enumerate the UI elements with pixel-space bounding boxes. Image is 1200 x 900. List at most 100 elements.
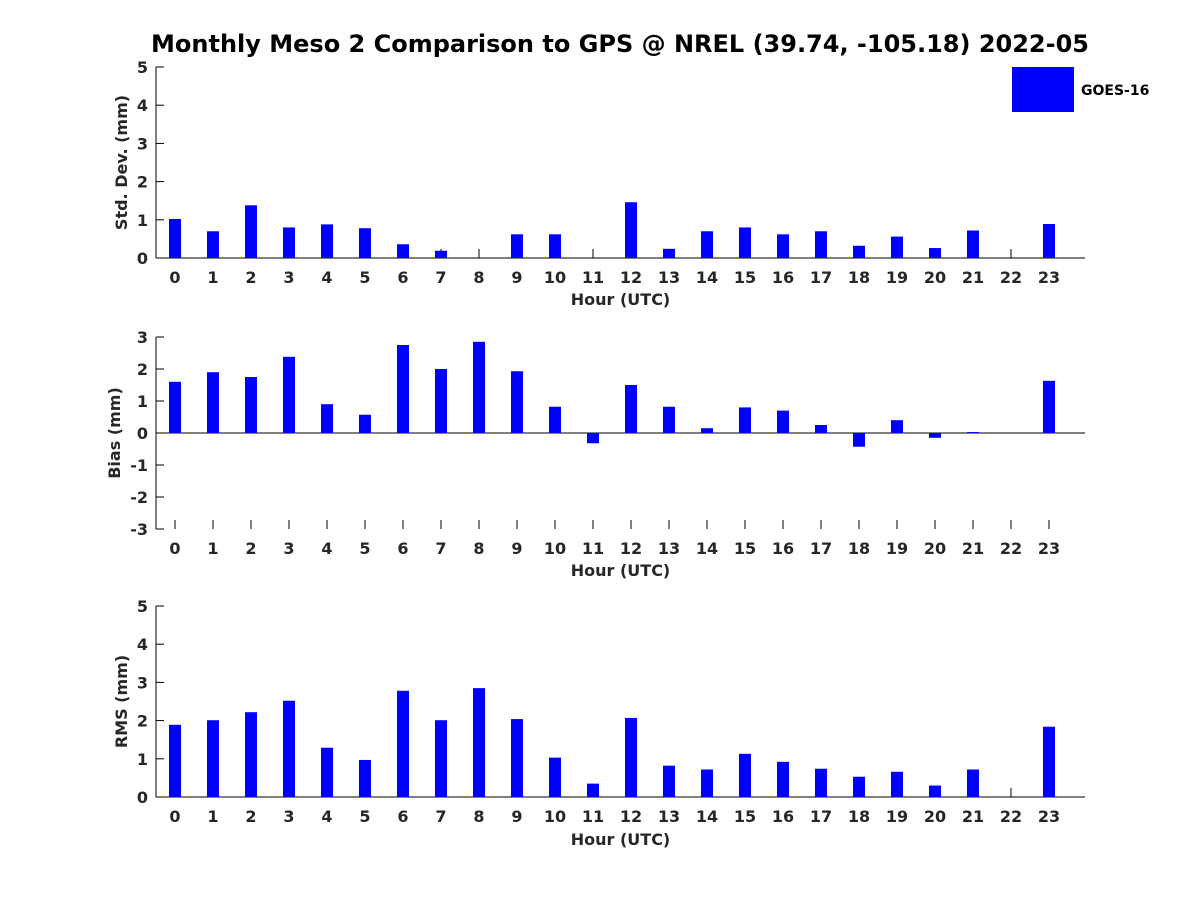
x-axis-label: Hour (UTC): [571, 290, 671, 309]
x-tick-label: 20: [924, 268, 946, 287]
y-tick-label: -1: [130, 456, 148, 475]
bar-hour-3: [283, 700, 295, 797]
bar-hour-23: [1043, 380, 1055, 433]
x-tick-label: 10: [544, 807, 566, 826]
x-tick-label: 6: [397, 539, 408, 558]
x-tick-label: 21: [962, 539, 984, 558]
bar-hour-5: [359, 228, 371, 258]
bar-hour-21: [967, 230, 979, 258]
bar-hour-6: [397, 690, 409, 797]
y-tick-label: 2: [137, 360, 148, 379]
x-tick-label: 5: [359, 539, 370, 558]
x-tick-label: 15: [734, 807, 756, 826]
bar-hour-19: [891, 771, 903, 797]
bar-hour-8: [473, 688, 485, 797]
x-tick-label: 3: [283, 539, 294, 558]
x-tick-label: 13: [658, 539, 680, 558]
y-tick-label: 2: [137, 173, 148, 192]
bar-hour-10: [549, 757, 561, 797]
x-tick-label: 9: [511, 268, 522, 287]
x-tick-label: 0: [169, 268, 180, 287]
x-tick-label: 18: [848, 268, 870, 287]
y-tick-label: 3: [137, 328, 148, 347]
y-axis-label: Bias (mm): [105, 387, 124, 479]
x-tick-label: 0: [169, 807, 180, 826]
y-tick-label: 0: [137, 249, 148, 268]
x-tick-label: 9: [511, 807, 522, 826]
bar-hour-7: [435, 369, 447, 433]
bar-hour-2: [245, 205, 257, 258]
y-tick-label: 0: [137, 788, 148, 807]
bar-hour-15: [739, 753, 751, 797]
x-tick-label: 8: [473, 268, 484, 287]
legend-label: GOES-16: [1081, 83, 1149, 99]
x-tick-label: 8: [473, 807, 484, 826]
x-tick-label: 16: [772, 268, 794, 287]
bar-hour-9: [511, 234, 523, 258]
x-tick-label: 21: [962, 268, 984, 287]
x-tick-label: 17: [810, 807, 832, 826]
x-tick-label: 4: [321, 807, 332, 826]
bar-hour-2: [245, 712, 257, 797]
x-tick-label: 1: [207, 268, 218, 287]
x-tick-label: 19: [886, 807, 908, 826]
x-tick-label: 14: [696, 807, 718, 826]
bar-hour-23: [1043, 726, 1055, 797]
x-tick-label: 20: [924, 807, 946, 826]
x-tick-label: 10: [544, 539, 566, 558]
x-tick-label: 11: [582, 268, 604, 287]
bar-hour-4: [321, 404, 333, 433]
bar-hour-13: [663, 406, 675, 433]
y-tick-label: -2: [130, 488, 148, 507]
bar-hour-19: [891, 236, 903, 258]
bar-hour-13: [663, 248, 675, 258]
x-tick-label: 10: [544, 268, 566, 287]
x-tick-label: 23: [1038, 539, 1060, 558]
y-tick-label: 3: [137, 134, 148, 153]
x-tick-label: 1: [207, 807, 218, 826]
bar-hour-20: [929, 785, 941, 797]
x-tick-label: 12: [620, 268, 642, 287]
bar-hour-1: [207, 720, 219, 797]
bar-hour-11: [587, 783, 599, 797]
figure-title: Monthly Meso 2 Comparison to GPS @ NREL …: [151, 30, 1089, 58]
y-tick-label: 5: [137, 597, 148, 616]
bar-hour-12: [625, 717, 637, 797]
x-tick-label: 18: [848, 807, 870, 826]
y-tick-label: 3: [137, 673, 148, 692]
bar-hour-21: [967, 432, 979, 433]
y-tick-label: 0: [137, 424, 148, 443]
bar-hour-3: [283, 356, 295, 433]
x-tick-label: 7: [435, 268, 446, 287]
bar-hour-0: [169, 381, 181, 433]
bar-hour-4: [321, 224, 333, 258]
y-tick-label: 1: [137, 211, 148, 230]
x-tick-label: 20: [924, 539, 946, 558]
y-tick-label: 4: [137, 635, 148, 654]
x-tick-label: 11: [582, 807, 604, 826]
bar-hour-18: [853, 776, 865, 797]
x-axis-label: Hour (UTC): [571, 561, 671, 580]
x-tick-label: 6: [397, 807, 408, 826]
x-tick-label: 14: [696, 539, 718, 558]
x-tick-label: 15: [734, 268, 756, 287]
x-tick-label: 17: [810, 268, 832, 287]
x-tick-label: 8: [473, 539, 484, 558]
x-tick-label: 7: [435, 539, 446, 558]
bar-hour-23: [1043, 224, 1055, 258]
y-axis-label: RMS (mm): [112, 655, 131, 748]
bar-hour-13: [663, 765, 675, 797]
bar-hour-16: [777, 761, 789, 797]
y-tick-label: 1: [137, 392, 148, 411]
x-tick-label: 22: [1000, 268, 1022, 287]
bar-hour-8: [473, 341, 485, 433]
bar-hour-12: [625, 202, 637, 258]
legend: GOES-16: [1012, 67, 1149, 112]
bar-hour-16: [777, 410, 789, 433]
bar-hour-14: [701, 769, 713, 797]
bar-hour-14: [701, 231, 713, 258]
x-tick-label: 1: [207, 539, 218, 558]
